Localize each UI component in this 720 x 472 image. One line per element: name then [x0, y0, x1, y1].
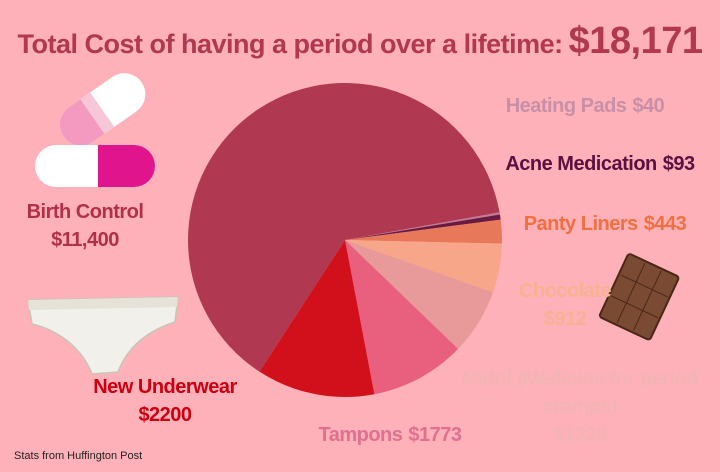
chart-title: Total Cost of having a period over a lif…	[17, 29, 564, 59]
slice-value: $11,400	[51, 229, 119, 251]
slice-label: Tampons $1773	[280, 421, 500, 449]
slice-label: Acne Medication $93	[480, 150, 720, 178]
slice-label: New Underwear $2200	[70, 373, 260, 429]
slice-value: $1773	[408, 424, 462, 446]
slice-name: Heating Pads	[505, 95, 627, 117]
chocolate-illustration	[598, 253, 680, 341]
pill-illustration	[35, 73, 155, 187]
slice-value: $40	[632, 95, 665, 117]
pie-slice	[345, 212, 500, 240]
slice-value: $912	[543, 308, 587, 330]
pie-slice	[345, 240, 459, 395]
source-note: Stats from Huffington Post	[14, 450, 143, 462]
slice-label: Heating Pads $40	[440, 92, 720, 120]
pie-slice	[345, 240, 502, 293]
slice-label: Midol (Medicine for period cramps) $1228	[440, 365, 720, 449]
slice-value: $443	[643, 213, 687, 235]
slice-label: Chocolate $912	[490, 277, 640, 333]
pie-slice	[188, 83, 500, 372]
slice-name: Acne Medication	[505, 153, 657, 175]
slice-name: New Underwear	[93, 376, 237, 398]
pie-slice	[345, 240, 494, 349]
slice-name: Midol (Medicine for period cramps)	[462, 368, 698, 418]
slice-label: Birth Control $11,400	[10, 198, 160, 254]
slice-value: $2200	[138, 404, 192, 426]
slice-label: Panty Liners $443	[490, 210, 720, 238]
slice-name: Panty Liners	[523, 213, 639, 235]
title-block: Total Cost of having a period over a lif…	[0, 20, 720, 63]
total-cost: $18,171	[568, 20, 703, 62]
slice-name: Birth Control	[26, 201, 144, 223]
slice-value: $93	[662, 153, 695, 175]
pie-slice	[345, 219, 502, 244]
slice-value: $1228	[553, 424, 607, 446]
pie-slice	[259, 240, 375, 398]
slice-name: Tampons	[318, 424, 403, 446]
underwear-illustration	[27, 296, 179, 375]
slice-name: Chocolate	[518, 280, 612, 302]
pie-slice	[345, 214, 501, 240]
